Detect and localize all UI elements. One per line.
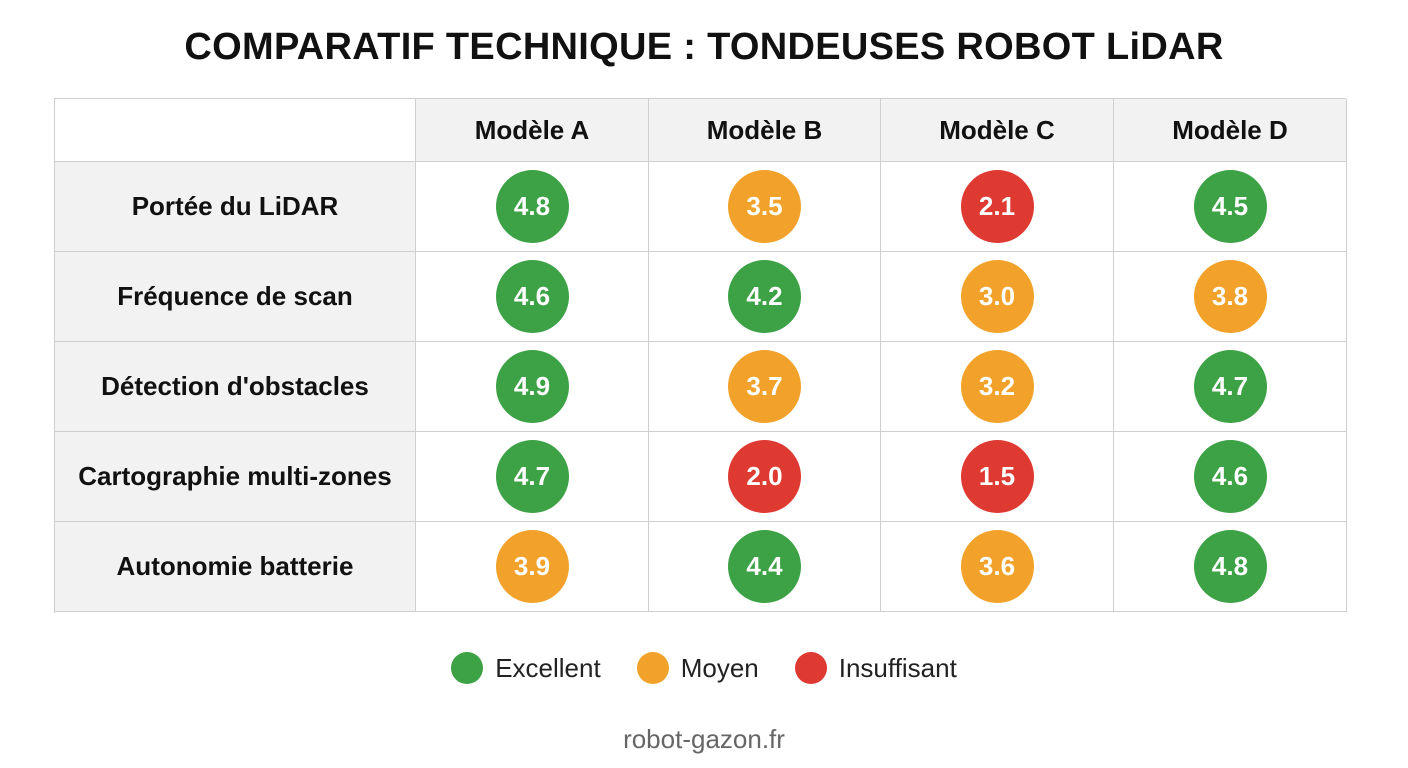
table-cell: 4.7 [1114, 342, 1347, 432]
table-cell: 4.8 [1114, 522, 1347, 612]
score-badge: 4.2 [728, 260, 801, 333]
table-cell: 4.9 [416, 342, 649, 432]
row-header: Autonomie batterie [55, 522, 416, 612]
score-badge: 2.0 [728, 440, 801, 513]
score-badge: 3.9 [495, 530, 569, 603]
chart-title: COMPARATIF TECHNIQUE : TONDEUSES ROBOT L… [184, 26, 1224, 68]
column-header: Modèle D [1114, 99, 1347, 162]
score-badge: 2.1 [960, 170, 1034, 243]
legend-item: Moyen [636, 652, 759, 684]
row-header: Fréquence de scan [55, 252, 416, 342]
table-cell: 4.4 [649, 522, 881, 612]
legend-swatch [794, 652, 827, 684]
table-corner-cell [55, 99, 416, 162]
score-badge: 4.7 [495, 440, 569, 513]
row-header: Portée du LiDAR [55, 162, 416, 252]
score-badge: 3.7 [728, 350, 801, 423]
score-badge: 4.7 [1193, 350, 1267, 423]
table-cell: 3.7 [649, 342, 881, 432]
score-badge: 4.5 [1193, 170, 1267, 243]
legend-label: Excellent [495, 652, 601, 683]
comparison-table: Modèle A Modèle B Modèle C Modèle D Portée d… [54, 98, 1347, 613]
footer-source: robot-gazon.fr [623, 724, 785, 754]
legend-label: Insuffisant [838, 652, 957, 683]
table-cell: 4.6 [1114, 432, 1347, 522]
legend-label: Moyen [680, 652, 759, 683]
column-header: Modèle C [881, 99, 1114, 162]
row-header: Détection d'obstacles [55, 342, 416, 432]
score-badge: 4.6 [1193, 440, 1267, 513]
score-badge: 3.0 [960, 260, 1034, 333]
row-header: Cartographie multi-zones [55, 432, 416, 522]
legend-swatch [636, 652, 669, 684]
table-cell: 4.7 [416, 432, 649, 522]
column-header: Modèle B [649, 99, 881, 162]
table-cell: 3.9 [416, 522, 649, 612]
table-cell: 3.0 [881, 252, 1114, 342]
score-badge: 4.8 [495, 170, 569, 243]
table-cell: 1.5 [881, 432, 1114, 522]
score-badge: 4.8 [1193, 530, 1267, 603]
score-badge: 3.8 [1193, 260, 1267, 333]
score-badge: 4.9 [495, 350, 569, 423]
table-cell: 3.8 [1114, 252, 1347, 342]
score-badge: 3.5 [728, 170, 801, 243]
table-cell: 3.2 [881, 342, 1114, 432]
column-header: Modèle A [416, 99, 649, 162]
legend: Excellent Moyen Insuffisant [0, 652, 1408, 684]
score-badge: 3.6 [960, 530, 1034, 603]
table-cell: 4.5 [1114, 162, 1347, 252]
table-cell: 3.6 [881, 522, 1114, 612]
legend-item: Insuffisant [794, 652, 957, 684]
score-badge: 4.4 [728, 530, 801, 603]
legend-swatch [451, 652, 484, 684]
score-badge: 1.5 [960, 440, 1034, 513]
table-cell: 4.6 [416, 252, 649, 342]
table-cell: 4.8 [416, 162, 649, 252]
table-cell: 3.5 [649, 162, 881, 252]
table-cell: 2.1 [881, 162, 1114, 252]
legend-item: Excellent [451, 652, 601, 684]
table-cell: 4.2 [649, 252, 881, 342]
table-cell: 2.0 [649, 432, 881, 522]
score-badge: 3.2 [960, 350, 1034, 423]
score-badge: 4.6 [495, 260, 569, 333]
